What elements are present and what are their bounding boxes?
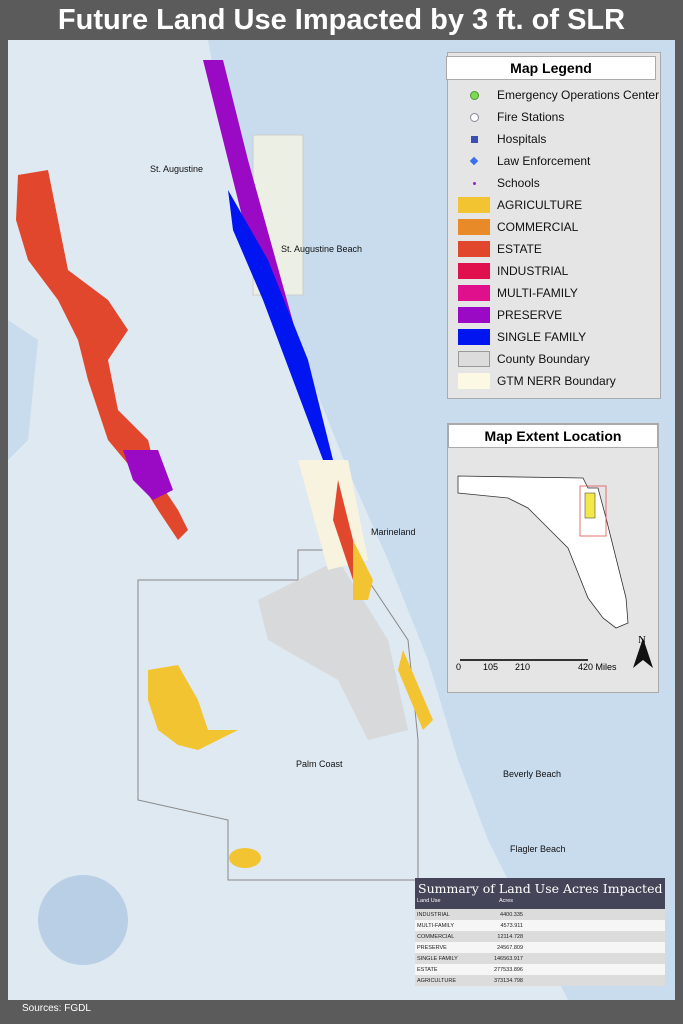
legend-label: Fire Stations [497,110,565,124]
lake [38,875,128,965]
legend-item: GTM NERR Boundary [458,370,616,392]
swatch [458,373,490,389]
county-boundary [137,549,419,881]
cell: ESTATE [417,966,438,973]
fire-station-icon [469,112,479,122]
land [8,40,568,1000]
legend-item: MULTI-FAMILY [458,282,578,304]
extent-inset: Map Extent Location 0 105 210 420 Miles … [447,423,659,693]
map-legend: Map Legend Emergency Operations Center F… [446,52,661,399]
estate-area [16,170,188,540]
place-label: St. Augustine Beach [281,244,363,254]
swatch [458,241,490,257]
swatch [458,329,490,345]
cell: PRESERVE [417,944,447,951]
legend-item: SINGLE FAMILY [458,326,586,348]
swatch [458,285,490,301]
swatch [458,351,490,367]
preserve-area [123,450,173,500]
legend-item: PRESERVE [458,304,562,326]
agriculture-patch [229,848,261,868]
cell: AGRICULTURE [417,977,457,984]
cell: 373134.798 [493,977,523,984]
single-family-area [228,190,333,460]
place-label: Marineland [371,527,416,537]
table-row: PRESERVE 24567.809 [415,942,665,953]
legend-title: Map Legend [446,56,656,80]
swatch [458,219,490,235]
legend-item: COMMERCIAL [458,216,578,238]
legend-label: Emergency Operations Center [497,88,660,102]
place-label: St. Augustine [150,164,204,174]
cell: 4400.335 [500,911,523,918]
summary-table: Summary of Land Use Acres Impacted Land … [415,878,665,988]
legend-item: INDUSTRIAL [458,260,568,282]
extent-title: Map Extent Location [448,424,658,448]
legend-item: Law Enforcement [458,150,590,172]
cell: 4573.911 [500,922,523,929]
legend-label: ESTATE [497,242,542,256]
cell: 24567.809 [497,944,523,951]
legend-label: Hospitals [497,132,547,146]
place-label: Beverly Beach [503,769,562,779]
cell: 277533.896 [493,966,523,973]
cell: MULTI-FAMILY [417,922,455,929]
cell: INDUSTRIAL [417,911,450,918]
column-header: Land Use [417,898,441,904]
legend-item: Hospitals [458,128,546,150]
table-row: COMMERCIAL 12114.728 [415,931,665,942]
legend-item: Fire Stations [458,106,564,128]
swatch [458,263,490,279]
florida-outline [457,475,653,668]
law-enforcement-icon [469,156,479,166]
legend-item: Emergency Operations Center [458,84,659,106]
cell: 146563.917 [493,955,523,962]
table-row: MULTI-FAMILY 4573.911 [415,920,665,931]
legend-label: SINGLE FAMILY [497,330,587,344]
table-row: INDUSTRIAL 4400.335 [415,909,665,920]
cell: 12114.728 [497,933,523,940]
legend-item: County Boundary [458,348,590,370]
river [8,320,38,460]
table-row: SINGLE FAMILY 146563.917 [415,953,665,964]
county-area [258,560,408,740]
scale-label: 210 [515,662,531,672]
agriculture-coastal [353,540,373,600]
column-header: Acres [499,898,514,904]
legend-label: AGRICULTURE [497,198,583,212]
agriculture-area [148,665,238,750]
swatch [458,307,490,323]
legend-label: COMMERCIAL [497,220,579,234]
legend-label: Schools [497,176,540,190]
legend-item: AGRICULTURE [458,194,582,216]
legend-label: INDUSTRIAL [497,264,569,278]
map-title: Future Land Use Impacted by 3 ft. of SLR [57,4,626,36]
scale-label: 105 [483,662,499,672]
place-label: Flagler Beach [510,844,566,854]
legend-item: Schools [458,172,540,194]
source-note: Sources: FGDL [22,1003,91,1014]
eoc-icon [469,90,479,100]
table-row: AGRICULTURE 373134.798 [415,975,665,986]
school-icon [472,181,476,185]
hospital-icon [470,135,478,143]
legend-label: MULTI-FAMILY [497,286,578,300]
legend-label: GTM NERR Boundary [497,374,616,388]
scale-label: 0 [456,662,462,672]
agriculture-coastal-south [398,650,433,730]
summary-title: Summary of Land Use Acres Impacted [418,881,663,896]
legend-item: ESTATE [458,238,542,260]
swatch [458,197,490,213]
place-label: Palm Coast [296,759,343,769]
summary-header: Summary of Land Use Acres Impacted Land … [415,878,665,909]
preserve-coastal [203,60,308,370]
legend-label: County Boundary [497,352,590,366]
legend-label: Law Enforcement [497,154,591,168]
cell: COMMERCIAL [417,933,455,940]
legend-label: PRESERVE [497,308,563,322]
north-arrow-label: N [638,634,646,646]
scale-label: 420 Miles [578,662,617,672]
table-row: ESTATE 277533.896 [415,964,665,975]
cell: SINGLE FAMILY [417,955,458,962]
